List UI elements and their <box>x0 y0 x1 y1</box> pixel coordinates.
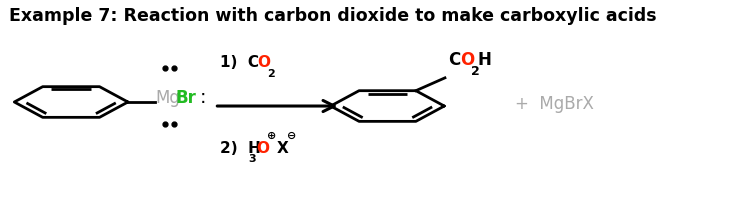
Text: O: O <box>459 51 474 69</box>
Text: Example 7: Reaction with carbon dioxide to make carboxylic acids: Example 7: Reaction with carbon dioxide … <box>9 7 657 26</box>
Text: Mg: Mg <box>155 89 180 107</box>
Text: Br: Br <box>175 89 197 107</box>
Text: 1)  C: 1) C <box>219 55 258 70</box>
Text: X: X <box>277 141 288 156</box>
Text: 2: 2 <box>471 65 480 78</box>
Text: O: O <box>257 55 270 70</box>
Text: 2)  H: 2) H <box>219 141 261 156</box>
Text: 3: 3 <box>248 154 255 164</box>
Text: ⊕: ⊕ <box>266 131 276 141</box>
Text: 2: 2 <box>266 69 275 79</box>
Text: :: : <box>200 89 207 108</box>
Text: ⊖: ⊖ <box>287 131 296 141</box>
Text: C: C <box>448 51 460 69</box>
Text: H: H <box>478 51 492 69</box>
Text: +  MgBrX: + MgBrX <box>515 95 594 113</box>
Text: O: O <box>256 141 269 156</box>
